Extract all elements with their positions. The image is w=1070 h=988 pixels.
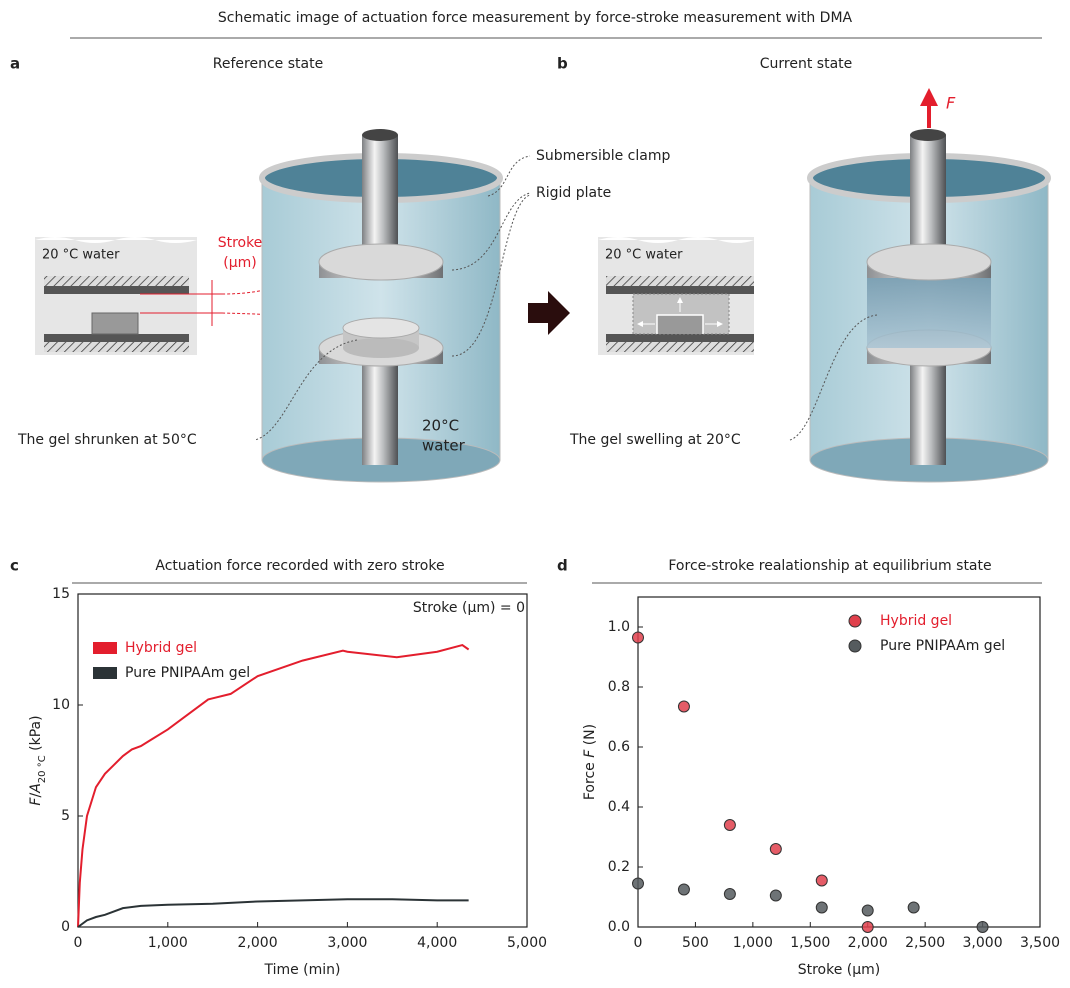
y-tick-label: 15	[52, 586, 70, 602]
point	[633, 878, 644, 889]
y-tick-label: 0.2	[608, 859, 630, 875]
y-axis-label-part: (kPa)	[28, 715, 44, 755]
y-axis-label-part: A	[28, 783, 44, 794]
line	[78, 899, 469, 927]
point	[816, 875, 827, 886]
point	[633, 632, 644, 643]
x-tick-label: 0	[74, 935, 83, 951]
arrow	[528, 291, 570, 335]
force-label: F	[946, 94, 956, 113]
point	[816, 902, 827, 913]
callout: The gel shrunken at 50°C	[17, 432, 197, 448]
panel-label: d	[557, 557, 568, 575]
point	[678, 884, 689, 895]
inset-label: 20 °C water	[42, 248, 120, 263]
point	[862, 905, 873, 916]
x-tick-label: 1,500	[790, 935, 830, 951]
legend-swatch	[93, 642, 117, 654]
y-axis-label-part: 20 °C	[37, 755, 48, 783]
x-axis-label: Time (min)	[263, 962, 340, 978]
x-tick-label: 2,000	[238, 935, 278, 951]
x-tick-label: 5,000	[507, 935, 547, 951]
x-tick-label: 1,000	[733, 935, 773, 951]
y-tick-label: 0.4	[608, 799, 630, 815]
cell-label: water	[422, 437, 466, 455]
x-tick-label: 500	[682, 935, 709, 951]
figure-title: Schematic image of actuation force measu…	[218, 10, 853, 26]
legend-label: Hybrid gel	[125, 640, 197, 656]
cell-label: 20°C	[422, 417, 459, 435]
y-tick-label: 0.8	[608, 679, 630, 695]
point	[908, 902, 919, 913]
point	[724, 889, 735, 900]
cylinder-b	[810, 88, 1048, 482]
legend-swatch	[849, 615, 861, 627]
point	[770, 890, 781, 901]
y-axis-label-part: (N)	[582, 724, 598, 750]
panel-label: a	[10, 55, 20, 73]
point	[724, 820, 735, 831]
y-axis-label: F/A20 °C (kPa)	[28, 715, 48, 805]
x-axis-label: Stroke (µm)	[798, 962, 881, 978]
y-tick-label: 1.0	[608, 619, 630, 635]
x-tick-label: 3,000	[963, 935, 1003, 951]
annotation: Stroke (µm) = 0	[413, 600, 525, 616]
panel-label: c	[10, 557, 19, 575]
line	[78, 645, 469, 927]
y-tick-label: 10	[52, 697, 70, 713]
y-tick-label: 5	[61, 808, 70, 824]
y-axis-label: Force F (N)	[582, 724, 598, 800]
x-tick-label: 2,000	[848, 935, 888, 951]
point	[977, 922, 988, 933]
legend-swatch	[93, 667, 117, 679]
callout: Rigid plate	[536, 185, 611, 201]
panel-title: Current state	[760, 56, 853, 72]
x-tick-label: 2,500	[905, 935, 945, 951]
panel-title: Reference state	[213, 56, 323, 72]
x-tick-label: 0	[634, 935, 643, 951]
stroke-label: (µm)	[223, 255, 256, 271]
chart-title: Force-stroke realationship at equilibriu…	[668, 558, 991, 574]
stroke-label: Stroke	[218, 235, 263, 251]
y-tick-label: 0	[61, 919, 70, 935]
y-tick-label: 0.0	[608, 919, 630, 935]
legend-label: Hybrid gel	[880, 613, 952, 629]
x-tick-label: 4,000	[417, 935, 457, 951]
callout: Submersible clamp	[536, 148, 670, 164]
y-tick-label: 0.6	[608, 739, 630, 755]
figure: Schematic image of actuation force measu…	[0, 0, 1070, 988]
y-axis-label-part: Force	[582, 758, 598, 800]
x-tick-label: 3,500	[1020, 935, 1060, 951]
cylinder-a	[262, 129, 500, 482]
inset-label: 20 °C water	[605, 248, 683, 263]
x-tick-label: 1,000	[148, 935, 188, 951]
legend-label: Pure PNIPAAm gel	[880, 638, 1005, 654]
point	[862, 922, 873, 933]
point	[678, 701, 689, 712]
callout: The gel swelling at 20°C	[569, 432, 741, 448]
point	[770, 844, 781, 855]
panel-label: b	[557, 55, 568, 73]
x-tick-label: 3,000	[327, 935, 367, 951]
chart-title: Actuation force recorded with zero strok…	[155, 558, 444, 574]
legend-swatch	[849, 640, 861, 652]
inset-b: 20 °C water	[598, 237, 754, 355]
legend-label: Pure PNIPAAm gel	[125, 665, 250, 681]
